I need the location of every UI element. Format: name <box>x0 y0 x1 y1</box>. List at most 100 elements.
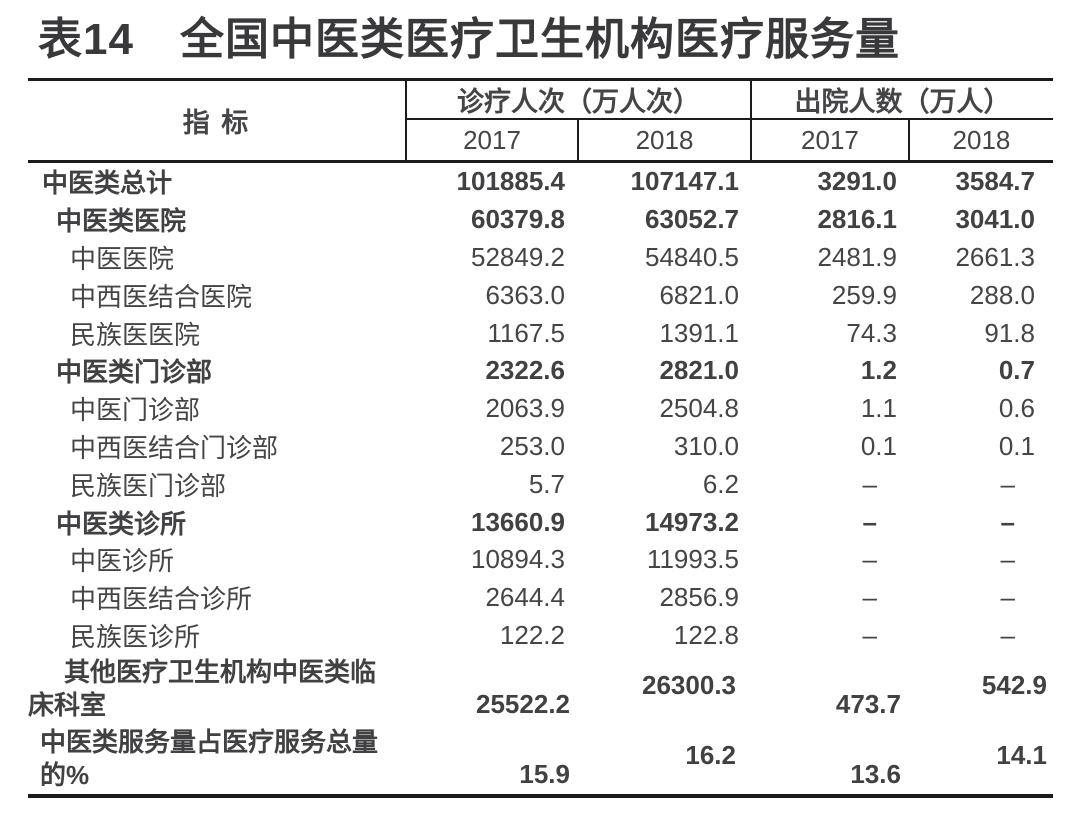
row-value: 2644.4 <box>485 582 565 613</box>
table-row: 民族医诊所 122.2 122.8 – – <box>28 617 1053 655</box>
row-label: 中医门诊部 <box>70 395 201 426</box>
row-label-line1: 其他医疗卫生机构中医类临 <box>64 657 377 688</box>
row-value: – <box>1000 582 1015 613</box>
row-value: 0.1 <box>998 430 1035 461</box>
table-row: 中医门诊部 2063.9 2504.8 1.1 0.6 <box>28 390 1053 428</box>
row-label: 民族医诊所 <box>70 621 201 652</box>
table-row: 中医类医院 60379.8 63052.7 2816.1 3041.0 <box>28 201 1053 239</box>
row-value: 1.1 <box>860 393 897 424</box>
table-body: 中医类总计 101885.4 107147.1 3291.0 3584.7 中医… <box>28 163 1053 654</box>
table-row: 中医类诊所 13660.9 14973.2 – – <box>28 503 1053 541</box>
row-value: – <box>862 582 877 613</box>
row-value: 13660.9 <box>471 506 565 537</box>
header-visits-year-2018: 2018 <box>577 120 750 160</box>
row-value: 101885.4 <box>456 166 565 197</box>
table-row: 中西医结合医院 6363.0 6821.0 259.9 288.0 <box>28 276 1053 314</box>
row-value: 3291.0 <box>817 166 897 197</box>
row-label: 中西医结合医院 <box>70 281 253 312</box>
table-number: 表14 <box>38 15 134 64</box>
row-value: 74.3 <box>846 317 897 348</box>
row-value: – <box>862 619 877 650</box>
table-row: 中西医结合诊所 2644.4 2856.9 – – <box>28 579 1053 617</box>
header-discharges-year-2017: 2017 <box>801 124 859 155</box>
row-value: 16.2 <box>685 739 736 770</box>
row-value: 6363.0 <box>485 279 565 310</box>
row-value: 2481.9 <box>817 241 897 272</box>
row-label: 中医类门诊部 <box>56 357 213 388</box>
row-value: – <box>1000 468 1015 499</box>
row-value: 1167.5 <box>487 317 565 348</box>
row-value: 14.1 <box>996 739 1047 770</box>
row-value: 2661.3 <box>955 241 1035 272</box>
row-value: 2322.6 <box>485 355 565 386</box>
row-value: 288.0 <box>969 279 1035 310</box>
row-value: 122.2 <box>499 619 565 650</box>
row-value: 0.6 <box>998 393 1035 424</box>
row-value: 6.2 <box>702 468 739 499</box>
row-value: 2063.9 <box>485 393 565 424</box>
header-visits-label: 诊疗人次（万人次） <box>407 81 750 120</box>
row-value: – <box>862 544 877 575</box>
row-value: 6821.0 <box>659 279 739 310</box>
row-value: 3041.0 <box>955 204 1035 235</box>
table-title-text: 全国中医类医疗卫生机构医疗服务量 <box>179 15 900 64</box>
table-row: 中西医结合门诊部 253.0 310.0 0.1 0.1 <box>28 428 1053 466</box>
table-row: 民族医门诊部 5.7 6.2 – – <box>28 465 1053 503</box>
row-value: 26300.3 <box>642 669 736 700</box>
header-indicator: 指 标 <box>182 108 251 138</box>
header-discharges-year-2018: 2018 <box>907 120 1053 160</box>
row-label-line2: 床科室 <box>28 690 107 721</box>
page-title: 表14 全国中医类医疗卫生机构医疗服务量 <box>38 4 900 66</box>
row-value: 253.0 <box>499 430 565 461</box>
row-value: 542.9 <box>981 669 1047 700</box>
row-value: 107147.1 <box>630 166 739 197</box>
row-value: – <box>1000 544 1015 575</box>
table-header: 指 标 诊疗人次（万人次） 2017 2018 出院人数（万人） 2017 20… <box>28 78 1053 163</box>
row-value: 10894.3 <box>471 544 565 575</box>
row-label: 民族医门诊部 <box>70 470 227 501</box>
row-value: 1391.1 <box>659 317 739 348</box>
row-value: 0.1 <box>860 430 897 461</box>
row-value: 60379.8 <box>471 204 565 235</box>
row-value: 25522.2 <box>476 689 570 720</box>
row-value: 122.8 <box>673 619 739 650</box>
row-value: 259.9 <box>831 279 897 310</box>
data-table: 指 标 诊疗人次（万人次） 2017 2018 出院人数（万人） 2017 20… <box>28 78 1053 799</box>
row-value: 52849.2 <box>471 241 565 272</box>
table-row-service-share-percent: 中医类服务量占医疗服务总量 的% 15.9 16.2 13.6 14.1 <box>28 724 1053 794</box>
row-label: 中医医院 <box>70 243 175 274</box>
row-value: 5.7 <box>528 468 565 499</box>
row-value: 2821.0 <box>659 355 739 386</box>
row-value: – <box>862 468 877 499</box>
table-row-other-clinical-departments: 其他医疗卫生机构中医类临 床科室 25522.2 26300.3 473.7 5… <box>28 654 1053 724</box>
row-value: 91.8 <box>984 317 1035 348</box>
table-row: 中医类总计 101885.4 107147.1 3291.0 3584.7 <box>28 163 1053 201</box>
row-value: 11993.5 <box>646 544 739 575</box>
row-value: – <box>1000 506 1015 537</box>
row-label: 中医类总计 <box>42 168 173 199</box>
table-row: 中医诊所 10894.3 11993.5 – – <box>28 541 1053 579</box>
table-row: 中医类门诊部 2322.6 2821.0 1.2 0.7 <box>28 352 1053 390</box>
row-value: 2504.8 <box>659 393 739 424</box>
row-value: 13.6 <box>850 759 901 790</box>
header-visits-year-2017: 2017 <box>463 124 521 155</box>
row-value: 54840.5 <box>645 241 739 272</box>
header-group-visits: 诊疗人次（万人次） 2017 2018 <box>405 81 750 160</box>
row-label-line2: 的% <box>40 760 90 791</box>
row-value: 1.2 <box>860 355 897 386</box>
table-row: 民族医医院 1167.5 1391.1 74.3 91.8 <box>28 314 1053 352</box>
row-label: 中医类服务量占医疗服务总量 的% <box>28 724 405 794</box>
table-row: 中医医院 52849.2 54840.5 2481.9 2661.3 <box>28 239 1053 277</box>
row-value: 2856.9 <box>659 582 739 613</box>
row-value: 3584.7 <box>955 166 1035 197</box>
row-value: – <box>1000 619 1015 650</box>
row-label: 中西医结合诊所 <box>70 584 253 615</box>
row-value: – <box>862 506 877 537</box>
row-value: 310.0 <box>673 430 739 461</box>
row-value: 473.7 <box>835 689 901 720</box>
row-value: 2816.1 <box>817 204 897 235</box>
header-group-discharges: 出院人数（万人） 2017 2018 <box>750 81 1053 160</box>
header-discharges-years: 2017 2018 <box>752 120 1053 160</box>
row-value: 15.9 <box>519 759 570 790</box>
